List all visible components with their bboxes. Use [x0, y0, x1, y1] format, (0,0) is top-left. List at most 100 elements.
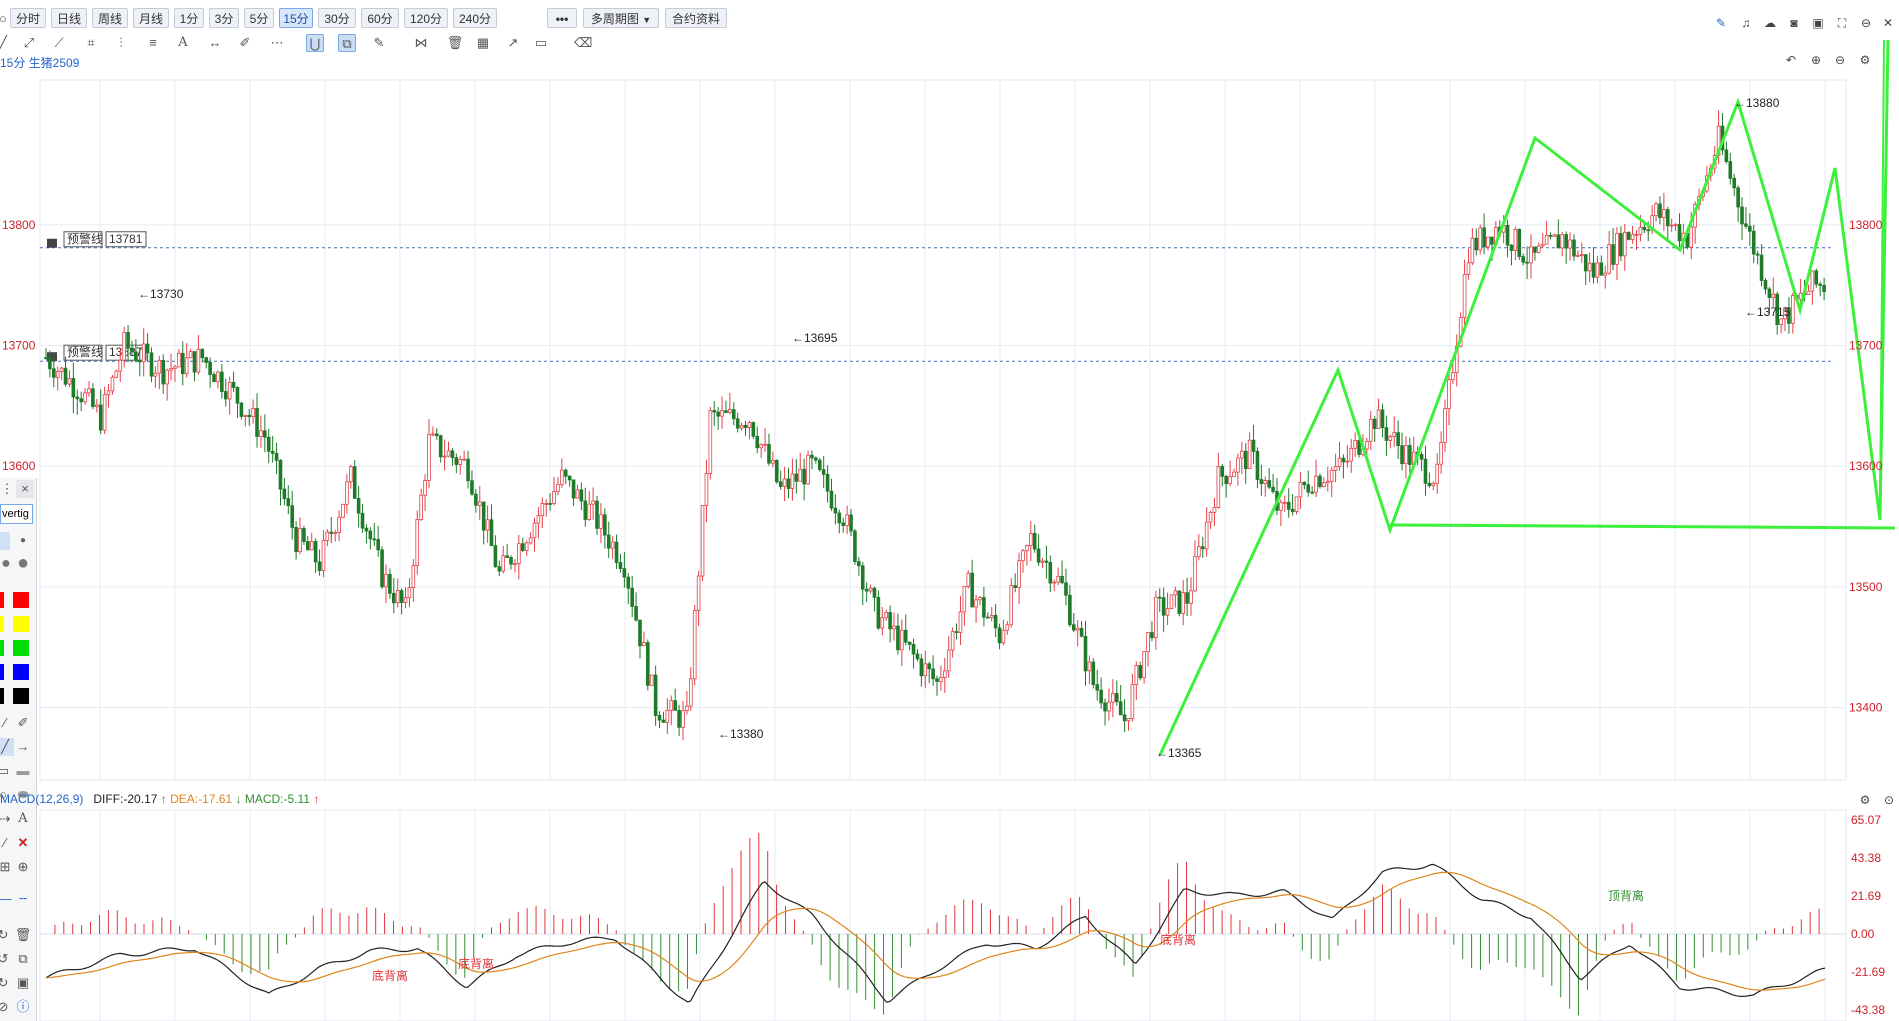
palette-color-swatch[interactable] [13, 640, 29, 656]
lock-icon[interactable] [47, 352, 57, 362]
palette-hline-icon[interactable]: — [0, 890, 14, 908]
palette-dashed-line-icon[interactable]: ╌ [19, 891, 27, 906]
bell-icon[interactable]: ♫ [1741, 16, 1751, 30]
zoom-in-icon[interactable]: ⊕ [1810, 53, 1822, 67]
measure-tool-icon[interactable]: ↔ [208, 35, 222, 50]
period-button-9[interactable]: 60分 [361, 8, 399, 28]
edit-icon[interactable]: ✎ [373, 35, 385, 50]
ray-tool-icon[interactable]: ⤢ [23, 35, 35, 50]
palette-menu-icon[interactable]: ⋮ [0, 481, 14, 496]
main-plot-area[interactable] [39, 79, 1847, 781]
palette-rect-outline-icon[interactable]: ▭ [0, 763, 10, 778]
trend-horizontal-line[interactable] [1389, 523, 1896, 530]
brush-tool-icon[interactable]: ✐ [239, 35, 251, 50]
lock-icon[interactable] [47, 238, 57, 248]
camera-icon[interactable]: ◙ [1790, 16, 1798, 30]
macd-plot-area[interactable] [39, 809, 1847, 1021]
period-button-8[interactable]: 30分 [318, 8, 356, 28]
palette-info-icon[interactable]: ⓘ [16, 999, 30, 1014]
fork-tool-icon[interactable]: ⫶ [119, 35, 123, 50]
trend-vertical-line[interactable] [1879, 39, 1885, 521]
close-icon[interactable]: ✕ [1882, 16, 1894, 30]
palette-rect-fill-icon[interactable]: ▬ [16, 763, 30, 778]
palette-save-icon[interactable]: ▣ [16, 975, 30, 990]
period-button-0[interactable]: 分时 [10, 8, 46, 28]
palette-dot-large-icon[interactable]: ● [1, 555, 11, 572]
more-periods-button[interactable]: ••• [547, 8, 577, 28]
share-icon[interactable]: ↗ [507, 35, 519, 50]
period-button-10[interactable]: 120分 [404, 8, 448, 28]
period-button-11[interactable]: 240分 [453, 8, 497, 28]
period-button-1[interactable]: 日线 [51, 8, 87, 28]
zoom-out-icon[interactable]: ⊖ [1834, 53, 1846, 67]
palette-color-swatch[interactable] [13, 664, 29, 680]
palette-copy-icon[interactable]: ⧉ [18, 951, 28, 966]
macd-settings-icon[interactable]: ⚙ [1859, 793, 1871, 807]
comment-icon[interactable]: ▭ [534, 35, 548, 50]
palette-dot-small-icon[interactable] [0, 532, 10, 550]
palette-undo-icon[interactable]: ↺ [0, 951, 9, 966]
alert-price-box[interactable] [105, 231, 147, 248]
pin-icon[interactable]: ⊖ [1860, 16, 1872, 30]
palette-trash-icon[interactable]: 🗑 [14, 927, 32, 942]
segment-tool-icon[interactable]: ⟋ [54, 35, 64, 50]
multi-chart-button[interactable]: 多周期图 ▼ [583, 8, 659, 28]
crop-tool-icon[interactable]: ⌗ [87, 35, 95, 50]
eraser-icon[interactable]: ⌫ [574, 35, 593, 50]
clone-icon[interactable]: ⧉ [338, 34, 356, 52]
period-button-5[interactable]: 3分 [209, 8, 239, 28]
macd-close-icon[interactable]: ⊙ [1883, 793, 1895, 807]
pen-icon[interactable]: ✎ [1715, 16, 1727, 30]
picture-in-picture-icon[interactable]: ▣ [1812, 16, 1824, 30]
more-tools-icon[interactable]: ⋯ [270, 35, 284, 50]
alert-tag-box[interactable] [63, 344, 103, 361]
period-button-7[interactable]: 15分 [279, 8, 313, 28]
fib-tool-icon[interactable]: ≡ [149, 35, 157, 50]
palette-delete-icon[interactable]: ✕ [17, 835, 29, 850]
palette-arrow-icon[interactable]: → [16, 739, 30, 754]
palette-input[interactable] [0, 504, 33, 524]
palette-dot-medium-icon[interactable]: ● [19, 535, 27, 546]
menu-circle-icon[interactable]: ○ [0, 11, 7, 26]
period-button-3[interactable]: 月线 [133, 8, 169, 28]
magnet-icon[interactable]: ⋃ [306, 34, 324, 52]
palette-ellipse-outline-icon[interactable]: ○ [0, 787, 7, 802]
fullscreen-icon[interactable]: ⛶ [1837, 16, 1847, 30]
palette-pencil-icon[interactable]: ⁄ [3, 715, 7, 730]
period-button-6[interactable]: 5分 [244, 8, 274, 28]
palette-color-swatch[interactable] [13, 592, 29, 608]
palette-color-swatch-small[interactable] [0, 688, 4, 704]
trend-zigzag-line[interactable] [1158, 39, 1890, 756]
palette-edit-icon[interactable]: ∕ [3, 835, 7, 850]
settings-gear-icon[interactable]: ⚙ [1859, 53, 1871, 67]
palette-color-swatch-small[interactable] [0, 592, 4, 608]
alert-tag-box[interactable] [63, 231, 103, 248]
palette-color-swatch[interactable] [13, 616, 29, 632]
palette-dot-xlarge-icon[interactable]: ● [16, 552, 30, 574]
trash-icon[interactable]: 🗑 [446, 35, 464, 50]
palette-color-swatch-small[interactable] [0, 616, 4, 632]
palette-ellipse-fill-icon[interactable]: ⬬ [17, 787, 29, 802]
palette-brush-icon[interactable]: ✐ [17, 715, 29, 730]
undo-icon[interactable]: ↶ [1785, 53, 1797, 67]
palette-refresh-icon[interactable]: ↻ [0, 927, 9, 942]
palette-anchor-icon[interactable]: ⊞ [0, 859, 11, 874]
palette-line-icon[interactable]: ╱ [0, 738, 14, 756]
palette-color-swatch[interactable] [13, 688, 29, 704]
palette-zoom-icon[interactable]: ⊕ [17, 859, 29, 874]
layers-icon[interactable]: ▦ [476, 35, 490, 50]
cloud-icon[interactable]: ☁ [1764, 16, 1776, 30]
palette-open-icon[interactable]: ⊘ [0, 999, 9, 1014]
palette-text-icon[interactable]: A [18, 811, 28, 826]
text-tool-icon[interactable]: A [178, 35, 188, 50]
palette-redo-icon[interactable]: ↻ [0, 975, 9, 990]
period-button-2[interactable]: 周线 [92, 8, 128, 28]
palette-color-swatch-small[interactable] [0, 640, 4, 656]
period-button-4[interactable]: 1分 [174, 8, 204, 28]
palette-pointer-icon[interactable]: ⇢ [0, 811, 11, 826]
palette-color-swatch-small[interactable] [0, 664, 4, 680]
palette-close-icon[interactable]: × [16, 480, 34, 498]
hide-icon[interactable]: ⋈ [414, 35, 428, 50]
contract-info-button[interactable]: 合约资料 [665, 8, 727, 28]
